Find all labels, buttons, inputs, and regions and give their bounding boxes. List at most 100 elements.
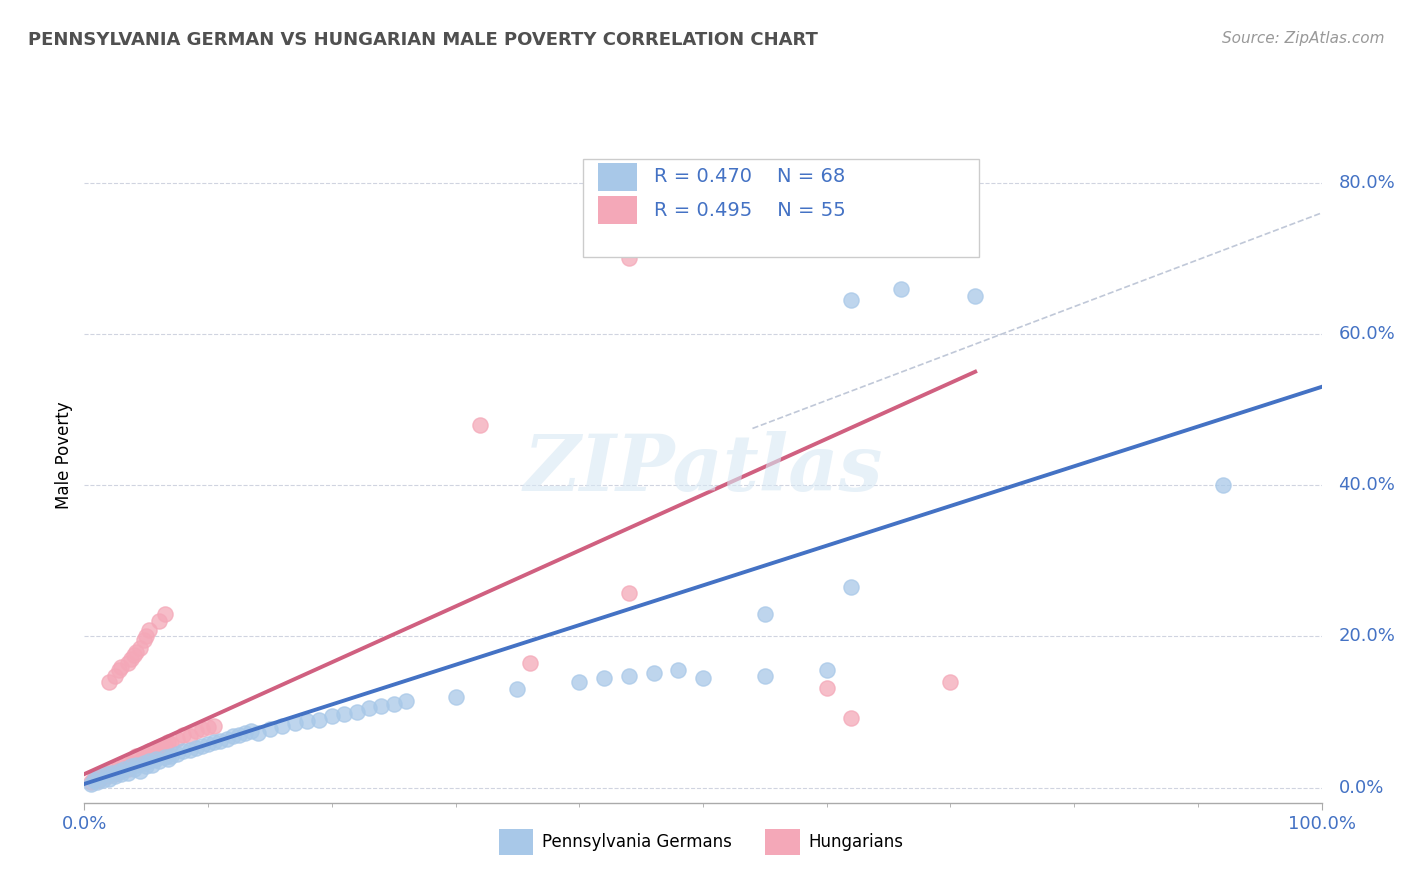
Point (125, 758, 148, 772)
Point (357, 701, 380, 715)
Point (132, 756, 155, 771)
Point (841, 711, 863, 725)
Point (202, 719, 225, 733)
Point (120, 756, 142, 771)
Point (148, 744, 170, 758)
Point (841, 293, 863, 307)
Point (141, 758, 163, 772)
Point (98, 674, 121, 689)
Point (191, 739, 214, 753)
Point (191, 722, 214, 736)
Point (89, 773, 111, 788)
Text: Hungarians: Hungarians (808, 833, 903, 851)
Point (153, 739, 176, 753)
Point (370, 698, 392, 713)
Point (166, 747, 188, 761)
Point (271, 719, 294, 733)
Point (197, 737, 219, 751)
Point (172, 744, 194, 758)
Point (240, 723, 263, 738)
Point (593, 671, 616, 685)
Point (184, 723, 207, 738)
Point (129, 754, 152, 768)
Point (153, 607, 176, 621)
Point (233, 726, 256, 740)
Point (470, 417, 492, 432)
Point (519, 656, 541, 670)
Point (160, 737, 183, 751)
Point (104, 769, 127, 783)
Text: ZIPatlas: ZIPatlas (523, 431, 883, 507)
Point (157, 735, 180, 749)
Point (444, 690, 467, 704)
Point (79, 774, 101, 789)
Point (135, 750, 157, 764)
Text: 0.0%: 0.0% (1339, 779, 1384, 797)
Point (965, 289, 987, 303)
Point (568, 674, 591, 689)
Point (506, 682, 529, 697)
Point (841, 580, 863, 594)
Point (104, 669, 127, 683)
Point (643, 665, 665, 680)
Point (96, 767, 118, 781)
Text: R = 0.495    N = 55: R = 0.495 N = 55 (654, 201, 845, 219)
Point (259, 722, 281, 736)
Point (754, 669, 776, 683)
Point (145, 741, 167, 756)
Point (202, 735, 225, 749)
Point (246, 726, 269, 740)
Point (617, 669, 640, 683)
Point (120, 759, 142, 773)
Text: R = 0.470    N = 68: R = 0.470 N = 68 (654, 167, 845, 186)
Point (138, 624, 160, 638)
Text: Source: ZipAtlas.com: Source: ZipAtlas.com (1222, 31, 1385, 46)
Point (148, 615, 170, 629)
Point (138, 744, 160, 758)
Point (166, 731, 188, 746)
Point (145, 752, 167, 766)
Point (284, 716, 307, 731)
Point (153, 750, 176, 764)
Point (108, 764, 131, 778)
Point (184, 741, 207, 756)
Point (122, 762, 145, 776)
Text: 20.0%: 20.0% (1339, 627, 1395, 646)
Point (98, 765, 121, 780)
Point (112, 758, 135, 772)
Point (112, 762, 135, 776)
Point (308, 713, 330, 727)
Text: PENNSYLVANIA GERMAN VS HUNGARIAN MALE POVERTY CORRELATION CHART: PENNSYLVANIA GERMAN VS HUNGARIAN MALE PO… (28, 31, 818, 49)
Point (215, 731, 238, 746)
Text: 40.0%: 40.0% (1339, 476, 1395, 494)
Point (135, 759, 157, 773)
Point (179, 743, 201, 757)
Point (89, 769, 111, 783)
Point (1212, 478, 1234, 492)
Point (96, 769, 118, 783)
Point (86, 774, 108, 789)
Point (228, 728, 250, 742)
Point (321, 708, 343, 723)
Point (395, 694, 418, 708)
Point (125, 644, 148, 658)
Text: 60.0%: 60.0% (1339, 325, 1395, 343)
Point (295, 714, 318, 728)
Point (692, 671, 714, 685)
Point (132, 747, 155, 761)
Point (754, 607, 776, 621)
Point (117, 762, 139, 776)
Point (108, 759, 131, 773)
Point (666, 664, 689, 678)
Point (382, 698, 405, 712)
Point (129, 640, 152, 655)
Point (122, 752, 145, 766)
Point (108, 664, 131, 678)
Point (120, 652, 142, 666)
FancyBboxPatch shape (583, 159, 979, 257)
Point (83, 772, 105, 786)
Y-axis label: Male Poverty: Male Poverty (55, 401, 73, 508)
Point (79, 777, 101, 791)
Point (110, 659, 132, 673)
Bar (765, 829, 800, 855)
